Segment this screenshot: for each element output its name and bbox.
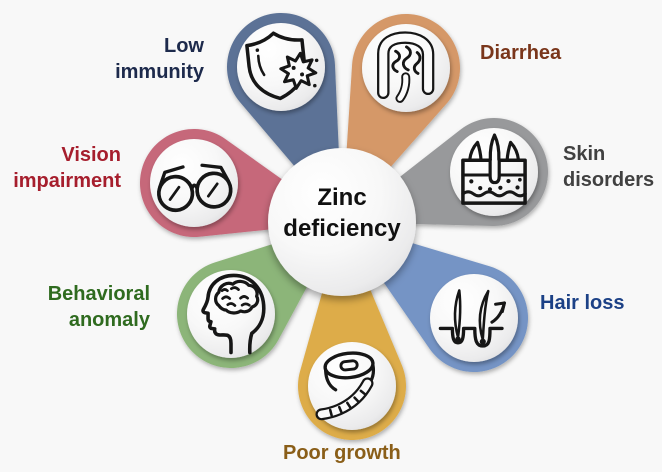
petal-diarrhea [342,13,460,222]
eyeglasses-icon [157,163,233,213]
petal-layer [139,13,549,440]
head-brain-icon [201,273,266,355]
icon-circle-hair-loss [430,274,518,362]
petal-poor-growth [297,222,406,440]
skin-layers-icon [461,133,527,205]
center-circle [268,148,416,296]
measuring-tape-icon [315,351,376,421]
hair-follicle-icon [438,289,506,348]
intestines-icon [377,31,435,103]
center-layer [268,148,416,296]
shield-virus-icon [245,31,319,101]
